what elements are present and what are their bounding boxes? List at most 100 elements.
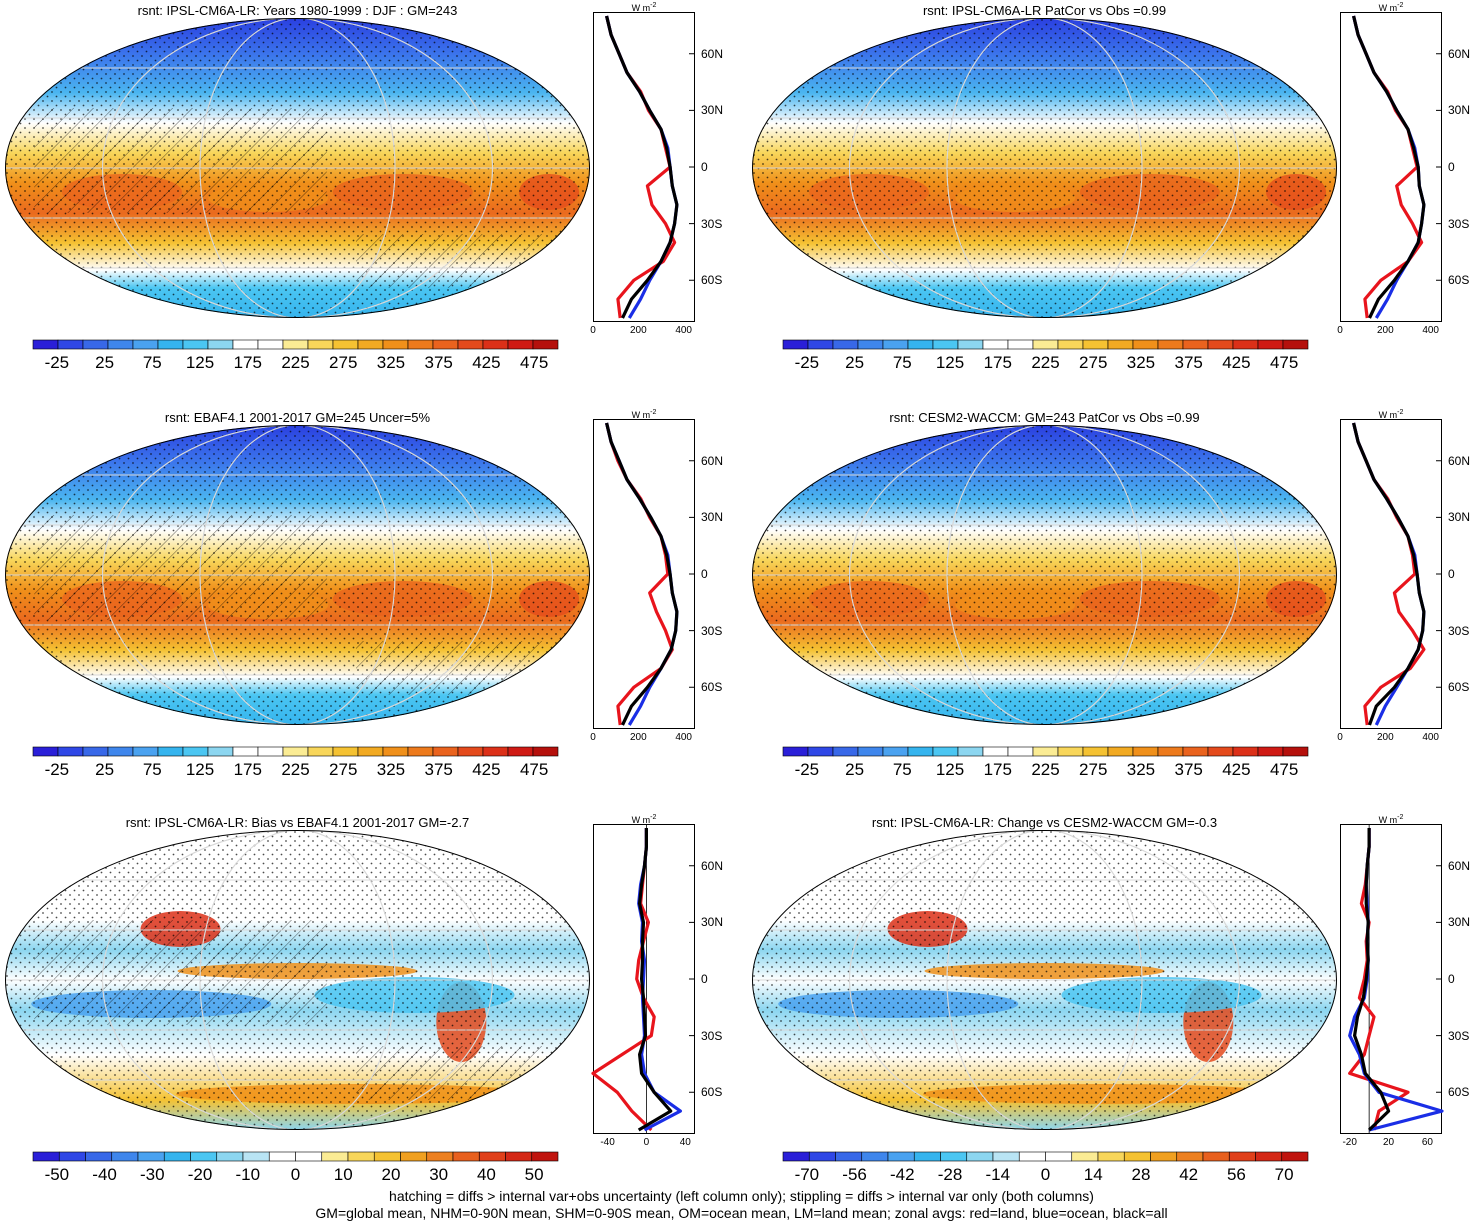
colorbar-tick-label: 14: [1083, 1165, 1103, 1184]
colorbar-tick-label: 325: [1126, 353, 1156, 372]
colorbar-bin: [242, 1151, 270, 1162]
colorbar-bin: [457, 746, 484, 757]
zonal-all-line: [605, 422, 679, 726]
colorbar-bin: [137, 1151, 165, 1162]
map-title: rsnt: IPSL-CM6A-LR: Years 1980-1999 : DJ…: [137, 3, 458, 18]
lat-tick-label: 60S: [1448, 273, 1470, 288]
colorbar-tick-label: 25: [845, 353, 865, 372]
colorbar-bin: [32, 339, 59, 350]
colorbar-tick-label: 275: [1079, 760, 1108, 779]
zonal-x-tick-label: 400: [675, 325, 692, 336]
lat-tick-label: 30N: [701, 915, 724, 930]
colorbar-bin: [1107, 339, 1134, 350]
colorbar-tick-label: 56: [1226, 1165, 1246, 1184]
zonal-unit-label: W m-2: [632, 2, 657, 13]
colorbar-bin: [832, 339, 859, 350]
colorbar-bin: [1032, 339, 1059, 350]
map-outline: [5, 18, 590, 318]
colorbar: [782, 339, 1309, 350]
colorbar-bin: [982, 746, 1009, 757]
colorbar-bin: [307, 746, 334, 757]
colorbar-bin: [111, 1151, 139, 1162]
lat-tick-label: 30S: [701, 216, 723, 231]
zonal-mean-plot: [591, 824, 695, 1134]
zonal-mean-plot: [593, 419, 695, 729]
zonal-x-tick-label: 0: [590, 732, 596, 743]
colorbar-tick-label: 475: [519, 760, 549, 779]
colorbar-tick-label: 475: [1269, 760, 1299, 779]
colorbar-bin: [992, 1151, 1020, 1162]
lat-tick-label: 60N: [1448, 453, 1471, 468]
colorbar-tick-label: -25: [44, 760, 70, 779]
colorbar-bin: [190, 1151, 218, 1162]
footer-line-1: hatching = diffs > internal var+obs unce…: [389, 1188, 1094, 1204]
zonal-all-line: [1352, 15, 1426, 319]
lat-tick-label: 0: [1448, 160, 1455, 174]
colorbar-bin: [232, 339, 259, 350]
colorbar-bin: [82, 339, 109, 350]
map: [5, 830, 590, 1130]
colorbar-tick-label: 225: [1031, 760, 1060, 779]
colorbar-tick-label: 175: [983, 760, 1012, 779]
zonal-unit-label: W m-2: [632, 409, 657, 420]
colorbar-bin: [857, 339, 884, 350]
colorbar-bin: [57, 339, 84, 350]
unit-exponent: -2: [1397, 2, 1404, 9]
colorbar-bin: [58, 1151, 86, 1162]
colorbar-tick-label: 325: [1126, 760, 1156, 779]
colorbar-bin: [457, 339, 484, 350]
lat-tick-label: 30S: [1448, 623, 1470, 638]
colorbar: [32, 746, 559, 757]
unit-exponent: -2: [1397, 409, 1404, 416]
colorbar-bin: [1032, 746, 1059, 757]
colorbar-bin: [1157, 339, 1184, 350]
colorbar-tick-label: 475: [1269, 353, 1299, 372]
colorbar-bin: [782, 339, 809, 350]
zonal-mean-plot: [1340, 12, 1442, 322]
colorbar-bin: [857, 746, 884, 757]
map-outline: [5, 425, 590, 725]
colorbar-bin: [182, 746, 209, 757]
colorbar-bin: [157, 339, 184, 350]
colorbar-tick-label: 175: [233, 760, 262, 779]
colorbar-bin: [907, 339, 934, 350]
unit-exponent: -2: [1397, 814, 1404, 821]
colorbar-tick-label: 40: [476, 1165, 496, 1184]
colorbar-bin: [1176, 1151, 1204, 1162]
zonal-x-tick-label: 200: [1376, 325, 1394, 336]
colorbar-tick-label: 25: [845, 760, 865, 779]
colorbar-bin: [1157, 746, 1184, 757]
colorbar-tick-label: 225: [1031, 353, 1060, 372]
colorbar-tick-label: 475: [519, 353, 549, 372]
colorbar-bin: [882, 746, 909, 757]
zonal-x-tick-label: 400: [675, 732, 692, 743]
lat-tick-label: 60S: [701, 680, 723, 695]
colorbar-tick-label: 125: [935, 353, 965, 372]
colorbar-bin: [807, 746, 834, 757]
lat-tick-label: 0: [1448, 972, 1455, 986]
lat-tick-label: 0: [1448, 567, 1455, 581]
unit-text: W m: [1378, 815, 1398, 825]
colorbar-tick-label: -20: [187, 1165, 213, 1184]
colorbar-tick-label: 375: [424, 760, 453, 779]
colorbar-bin: [257, 339, 284, 350]
lat-tick-label: 0: [701, 160, 708, 174]
lat-tick-label: 30N: [701, 103, 724, 118]
colorbar-bin: [268, 1151, 296, 1162]
colorbar-tick-label: 275: [329, 353, 358, 372]
zonal-x-tick-label: 0: [1337, 325, 1343, 336]
colorbar-bin: [1007, 339, 1034, 350]
colorbar-bin: [1255, 1151, 1283, 1162]
colorbar-tick-label: -40: [92, 1165, 117, 1184]
colorbar-tick-label: 125: [185, 353, 215, 372]
colorbar-tick-label: 28: [1131, 1165, 1151, 1184]
lat-tick-label: 60N: [701, 46, 724, 61]
colorbar-bin: [832, 746, 859, 757]
colorbar-tick-label: 375: [1174, 353, 1203, 372]
zonal-frame: [593, 12, 695, 322]
colorbar-bin: [1057, 746, 1084, 757]
colorbar-tick-label: 125: [935, 760, 965, 779]
colorbar-bin: [861, 1151, 889, 1162]
colorbar-bin: [835, 1151, 863, 1162]
colorbar-tick-label: 20: [381, 1165, 401, 1184]
